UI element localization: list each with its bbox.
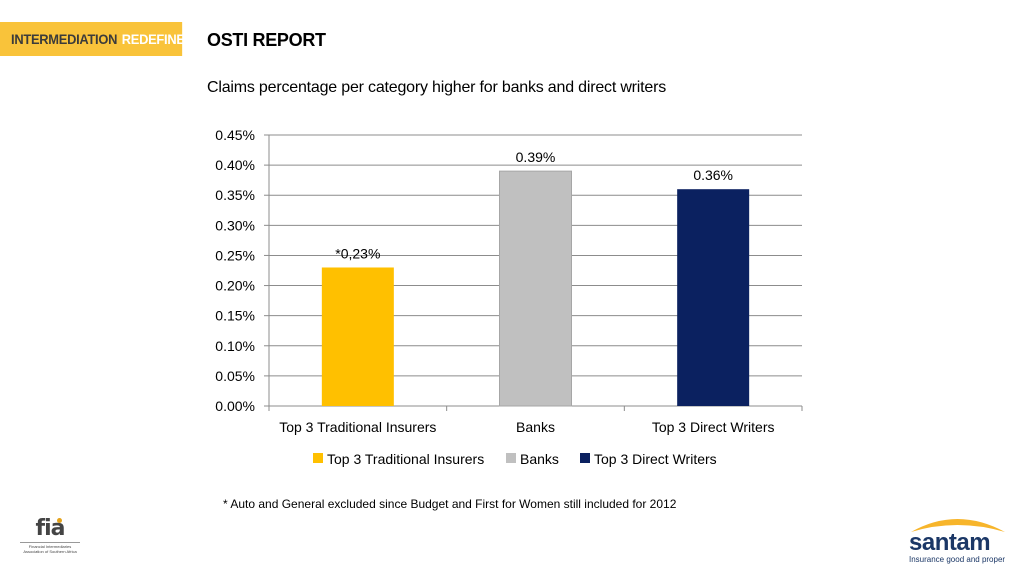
legend-swatch [313, 453, 323, 463]
data-label: 0.39% [516, 149, 556, 165]
fia-logo-subtext: Financial Intermediaries Association of … [20, 542, 80, 554]
banner-text-redefined: REDEFINED [121, 31, 194, 47]
footnote: * Auto and General excluded since Budget… [223, 497, 677, 511]
santam-arc-icon [911, 519, 1005, 532]
data-label: 0.36% [693, 167, 733, 183]
y-tick-label: 0.20% [215, 278, 255, 294]
y-tick-label: 0.15% [215, 308, 255, 324]
page-title: OSTI REPORT [207, 30, 326, 50]
banner-text-intermediation: INTERMEDIATION [11, 31, 118, 47]
x-tick-label: Top 3 Traditional Insurers [279, 419, 436, 435]
x-tick-label: Banks [516, 419, 555, 435]
y-tick-label: 0.30% [215, 217, 255, 233]
bar [321, 267, 394, 406]
y-tick-label: 0.45% [215, 127, 255, 143]
legend-entry: Top 3 Traditional Insurers [327, 451, 484, 467]
x-tick-label: Top 3 Direct Writers [652, 419, 775, 435]
data-label: *0,23% [335, 245, 380, 261]
bar [677, 189, 750, 406]
legend-entry: Top 3 Direct Writers [594, 451, 717, 467]
bar [499, 170, 572, 407]
legend-swatch [506, 453, 516, 463]
header-banner: INTERMEDIATION REDEFINED [0, 22, 194, 56]
fia-logo-dot-icon [57, 518, 62, 523]
fia-logo: fia Financial Intermediaries Association… [20, 518, 80, 560]
santam-logo-text: santam [909, 529, 991, 556]
santam-tagline: Insurance good and proper [909, 555, 1006, 564]
slide-subtitle: Claims percentage per category higher fo… [207, 79, 667, 96]
y-tick-label: 0.35% [215, 187, 255, 203]
y-tick-label: 0.00% [215, 398, 255, 414]
legend-swatch [580, 453, 590, 463]
y-tick-label: 0.40% [215, 157, 255, 173]
legend-entry: Banks [520, 451, 559, 467]
y-tick-label: 0.05% [215, 368, 255, 384]
y-tick-label: 0.10% [215, 338, 255, 354]
fia-logo-text: fia [35, 516, 66, 541]
y-tick-label: 0.25% [215, 247, 255, 263]
santam-logo: santam Insurance good and proper [905, 512, 1009, 566]
